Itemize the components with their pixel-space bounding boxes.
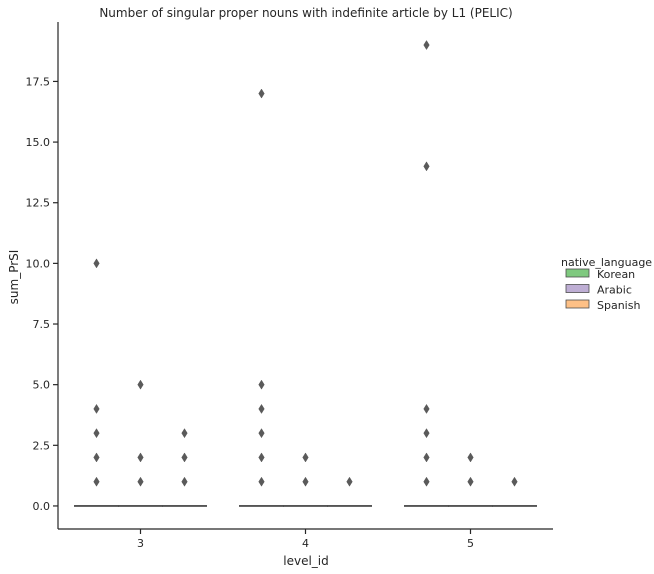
- legend-swatch: [565, 268, 590, 278]
- x-tick-label: 4: [302, 537, 309, 550]
- x-axis-label: level_id: [283, 554, 329, 568]
- y-tick-label: 0.0: [33, 500, 51, 513]
- x-tick-label: 3: [137, 537, 144, 550]
- outlier-point: [137, 452, 144, 463]
- outlier-point: [423, 452, 430, 463]
- outlier-point: [511, 476, 518, 487]
- y-tick-label: 17.5: [26, 75, 51, 88]
- outlier-point: [93, 428, 100, 439]
- outlier-point: [181, 476, 188, 487]
- legend-label: Spanish: [597, 299, 640, 312]
- y-tick-label: 15.0: [26, 136, 51, 149]
- outlier-point: [346, 476, 353, 487]
- outlier-point: [423, 476, 430, 487]
- outlier-point: [93, 452, 100, 463]
- outlier-point: [258, 476, 265, 487]
- outlier-point: [93, 403, 100, 414]
- outlier-point: [302, 476, 309, 487]
- y-tick-label: 12.5: [26, 197, 51, 210]
- outlier-point: [258, 428, 265, 439]
- outlier-point: [302, 452, 309, 463]
- outlier-point: [137, 476, 144, 487]
- outlier-point: [423, 428, 430, 439]
- outlier-point: [93, 258, 100, 269]
- outlier-point: [423, 40, 430, 51]
- outlier-point: [423, 161, 430, 172]
- x-ticks: 3 4 5: [137, 529, 474, 550]
- y-ticks: 0.0 2.5 5.0 7.5 10.0 12.5 15.0 17.5: [26, 75, 58, 513]
- legend-title: native_language: [561, 256, 652, 269]
- outlier-point: [93, 476, 100, 487]
- outlier-point: [467, 476, 474, 487]
- legend-label: Arabic: [597, 284, 632, 297]
- x-tick-label: 5: [467, 537, 474, 550]
- y-axis-label: sum_PrSI: [7, 250, 21, 305]
- outlier-point: [137, 379, 144, 390]
- outlier-point: [181, 428, 188, 439]
- legend-swatch: [565, 299, 590, 309]
- outlier-point: [423, 403, 430, 414]
- y-tick-label: 7.5: [33, 318, 51, 331]
- outlier-point: [181, 452, 188, 463]
- legend-label: Korean: [597, 268, 635, 281]
- chart-title: Number of singular proper nouns with ind…: [99, 6, 512, 20]
- plot-area: [74, 40, 537, 507]
- y-tick-label: 5.0: [33, 379, 51, 392]
- outlier-point: [258, 403, 265, 414]
- outlier-point: [258, 452, 265, 463]
- legend-swatch: [565, 284, 590, 293]
- legend: native_language Korean Arabic Spanish: [561, 256, 652, 312]
- y-tick-label: 2.5: [33, 439, 51, 452]
- outlier-point: [467, 452, 474, 463]
- outlier-point: [258, 379, 265, 390]
- y-tick-label: 10.0: [26, 257, 51, 270]
- outlier-point: [258, 88, 265, 99]
